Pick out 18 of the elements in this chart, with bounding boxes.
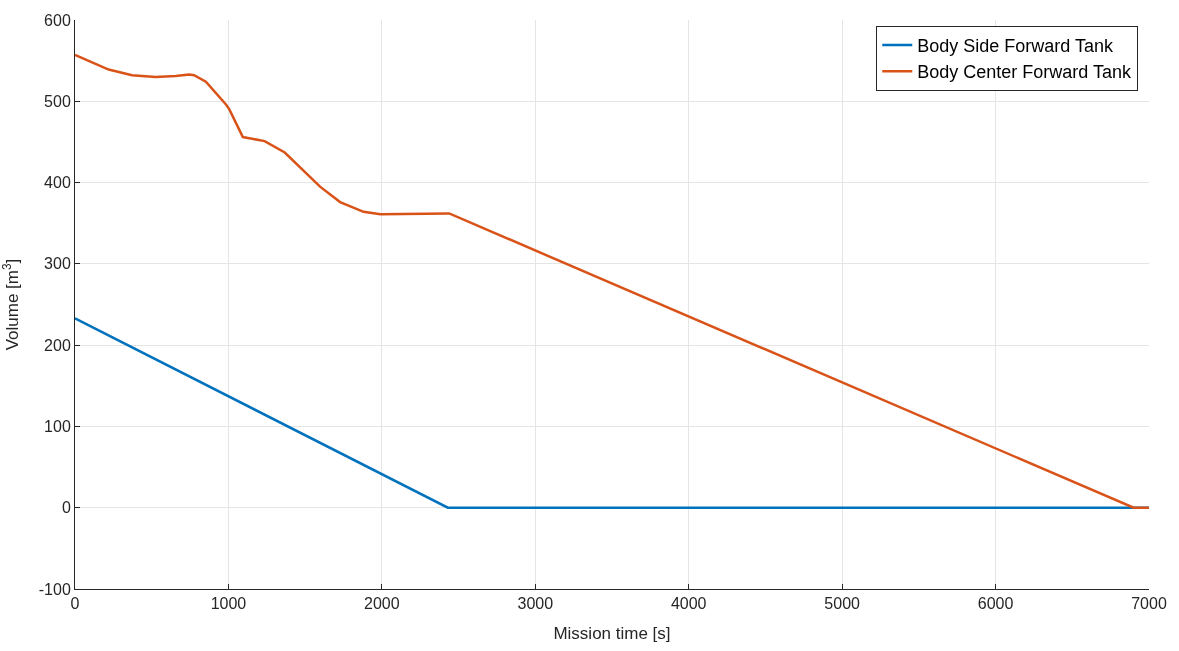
y-tick-label: 500 (44, 92, 71, 110)
y-tick-label: 400 (44, 174, 71, 192)
x-axis-title: Mission time [s] (553, 623, 671, 643)
y-tick-label: 300 (44, 255, 71, 273)
legend-label: Body Center Forward Tank (917, 62, 1133, 83)
y-tick-label: 600 (44, 11, 71, 29)
x-tick-label: 1000 (210, 595, 247, 613)
y-tick-label: -100 (38, 580, 71, 598)
x-tick-label: 3000 (517, 595, 554, 613)
y-tick-label: 100 (44, 418, 71, 436)
legend-label: Body Side Forward Tank (917, 35, 1115, 56)
x-tick-label: 4000 (670, 595, 707, 613)
x-tick-label: 6000 (977, 595, 1014, 613)
x-tick-label: 5000 (824, 595, 861, 613)
x-tick-label: 7000 (1131, 595, 1167, 613)
y-tick-label: 200 (44, 336, 71, 354)
x-tick-label: 2000 (364, 595, 400, 613)
y-tick-label: 0 (61, 499, 71, 517)
